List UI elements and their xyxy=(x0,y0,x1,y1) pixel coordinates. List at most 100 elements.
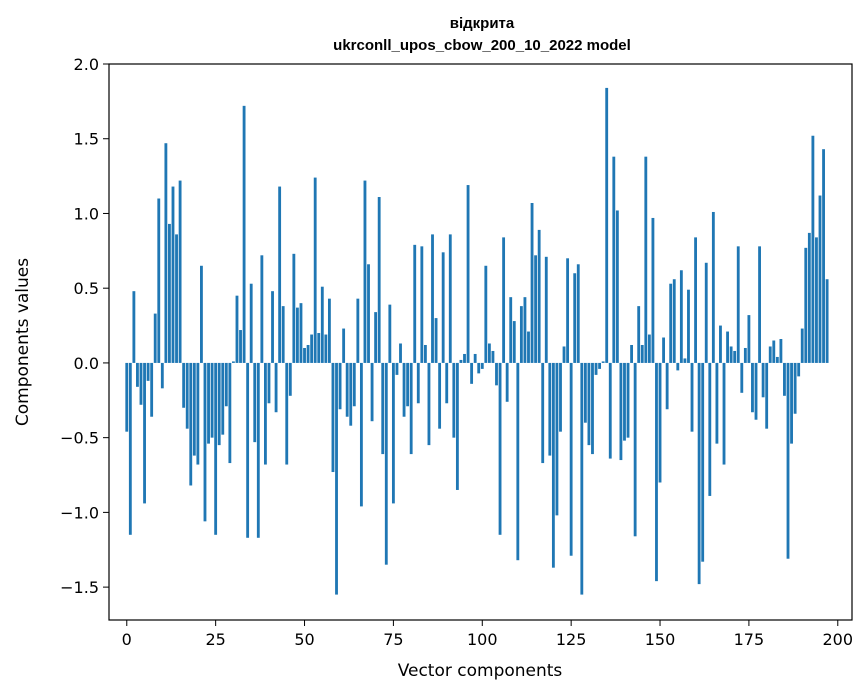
bar-4 xyxy=(139,362,143,405)
bar-41 xyxy=(271,291,274,363)
bar-72 xyxy=(381,362,385,455)
bar-43 xyxy=(278,186,282,363)
bar-22 xyxy=(203,362,207,522)
bar-151 xyxy=(662,337,665,363)
bar-48 xyxy=(295,307,299,363)
bar-194 xyxy=(815,237,818,363)
bar-23 xyxy=(207,362,210,444)
bar-128 xyxy=(580,362,584,595)
bar-95 xyxy=(463,353,466,363)
bar-86 xyxy=(431,234,434,363)
bar-84 xyxy=(423,344,427,363)
bar-193 xyxy=(811,135,815,363)
bar-7 xyxy=(150,362,154,417)
bar-120 xyxy=(551,362,555,568)
bar-119 xyxy=(548,362,552,456)
bar-153 xyxy=(669,283,673,363)
bar-101 xyxy=(484,265,488,363)
bar-124 xyxy=(566,258,570,363)
bar-110 xyxy=(516,362,520,561)
bar-9 xyxy=(157,198,161,363)
bar-140 xyxy=(623,362,626,441)
bar-139 xyxy=(619,362,623,461)
bar-21 xyxy=(200,265,203,363)
bar-115 xyxy=(534,255,538,363)
bar-136 xyxy=(608,362,612,459)
y-tick-label: 2.0 xyxy=(74,55,99,74)
bar-197 xyxy=(825,279,829,363)
bar-55 xyxy=(320,286,324,363)
bar-111 xyxy=(519,306,523,363)
bar-104 xyxy=(495,362,498,386)
bar-13 xyxy=(171,186,175,363)
bar-49 xyxy=(299,303,303,363)
bar-14 xyxy=(175,234,178,363)
bar-149 xyxy=(655,362,658,582)
bar-45 xyxy=(285,362,289,465)
bar-159 xyxy=(690,362,694,432)
y-tick-label: 1.0 xyxy=(74,204,99,223)
bar-125 xyxy=(569,362,573,556)
bar-26 xyxy=(217,362,221,446)
bar-99 xyxy=(477,362,481,374)
bar-181 xyxy=(768,346,772,363)
y-tick-label: −1.0 xyxy=(60,503,99,522)
bar-24 xyxy=(210,362,214,438)
bar-141 xyxy=(626,362,630,438)
bar-61 xyxy=(342,328,346,363)
bar-88 xyxy=(438,362,442,429)
bar-8 xyxy=(153,313,157,363)
bar-73 xyxy=(384,362,388,565)
bar-113 xyxy=(527,331,530,363)
bar-121 xyxy=(555,362,559,516)
bar-31 xyxy=(235,295,239,363)
bar-180 xyxy=(765,362,769,429)
bar-175 xyxy=(747,315,751,363)
bar-166 xyxy=(715,362,719,444)
bar-184 xyxy=(779,339,783,363)
bar-75 xyxy=(391,362,395,504)
y-axis-ticks: −1.5 −1.0 −0.5 0.0 0.5 1.0 1.5 2.0 xyxy=(60,55,109,597)
bar-138 xyxy=(615,210,619,363)
bar-50 xyxy=(303,347,306,363)
bar-126 xyxy=(573,273,577,363)
bar-60 xyxy=(338,362,342,410)
bar-44 xyxy=(281,306,285,363)
bar-58 xyxy=(331,362,335,473)
bar-93 xyxy=(455,362,459,490)
bar-17 xyxy=(185,362,189,429)
bar-15 xyxy=(178,180,182,363)
bar-54 xyxy=(317,333,321,363)
bar-148 xyxy=(651,217,655,363)
bar-66 xyxy=(359,362,363,507)
bar-89 xyxy=(441,252,445,363)
bar-90 xyxy=(445,362,449,404)
bar-169 xyxy=(726,331,729,363)
bar-195 xyxy=(818,195,822,363)
bar-6 xyxy=(146,362,150,381)
bar-112 xyxy=(523,297,527,363)
bar-68 xyxy=(367,264,370,363)
bar-10 xyxy=(160,362,164,389)
bar-46 xyxy=(288,362,292,396)
x-tick-label: 0 xyxy=(122,630,132,649)
bar-34 xyxy=(246,362,250,538)
bar-57 xyxy=(327,298,331,363)
bar-183 xyxy=(775,356,779,363)
bar-192 xyxy=(807,232,811,363)
bar-5 xyxy=(143,362,146,504)
bar-0 xyxy=(125,362,129,432)
bar-25 xyxy=(214,362,218,535)
bar-116 xyxy=(537,229,541,363)
y-tick-label: 0.5 xyxy=(74,279,99,298)
bar-187 xyxy=(790,362,793,444)
bar-87 xyxy=(434,318,438,363)
bar-108 xyxy=(509,297,513,363)
bar-74 xyxy=(388,304,392,363)
bar-20 xyxy=(196,362,200,465)
bar-129 xyxy=(583,362,587,423)
bar-137 xyxy=(612,156,616,363)
y-tick-label: 0.0 xyxy=(74,354,99,373)
x-tick-label: 150 xyxy=(645,630,676,649)
